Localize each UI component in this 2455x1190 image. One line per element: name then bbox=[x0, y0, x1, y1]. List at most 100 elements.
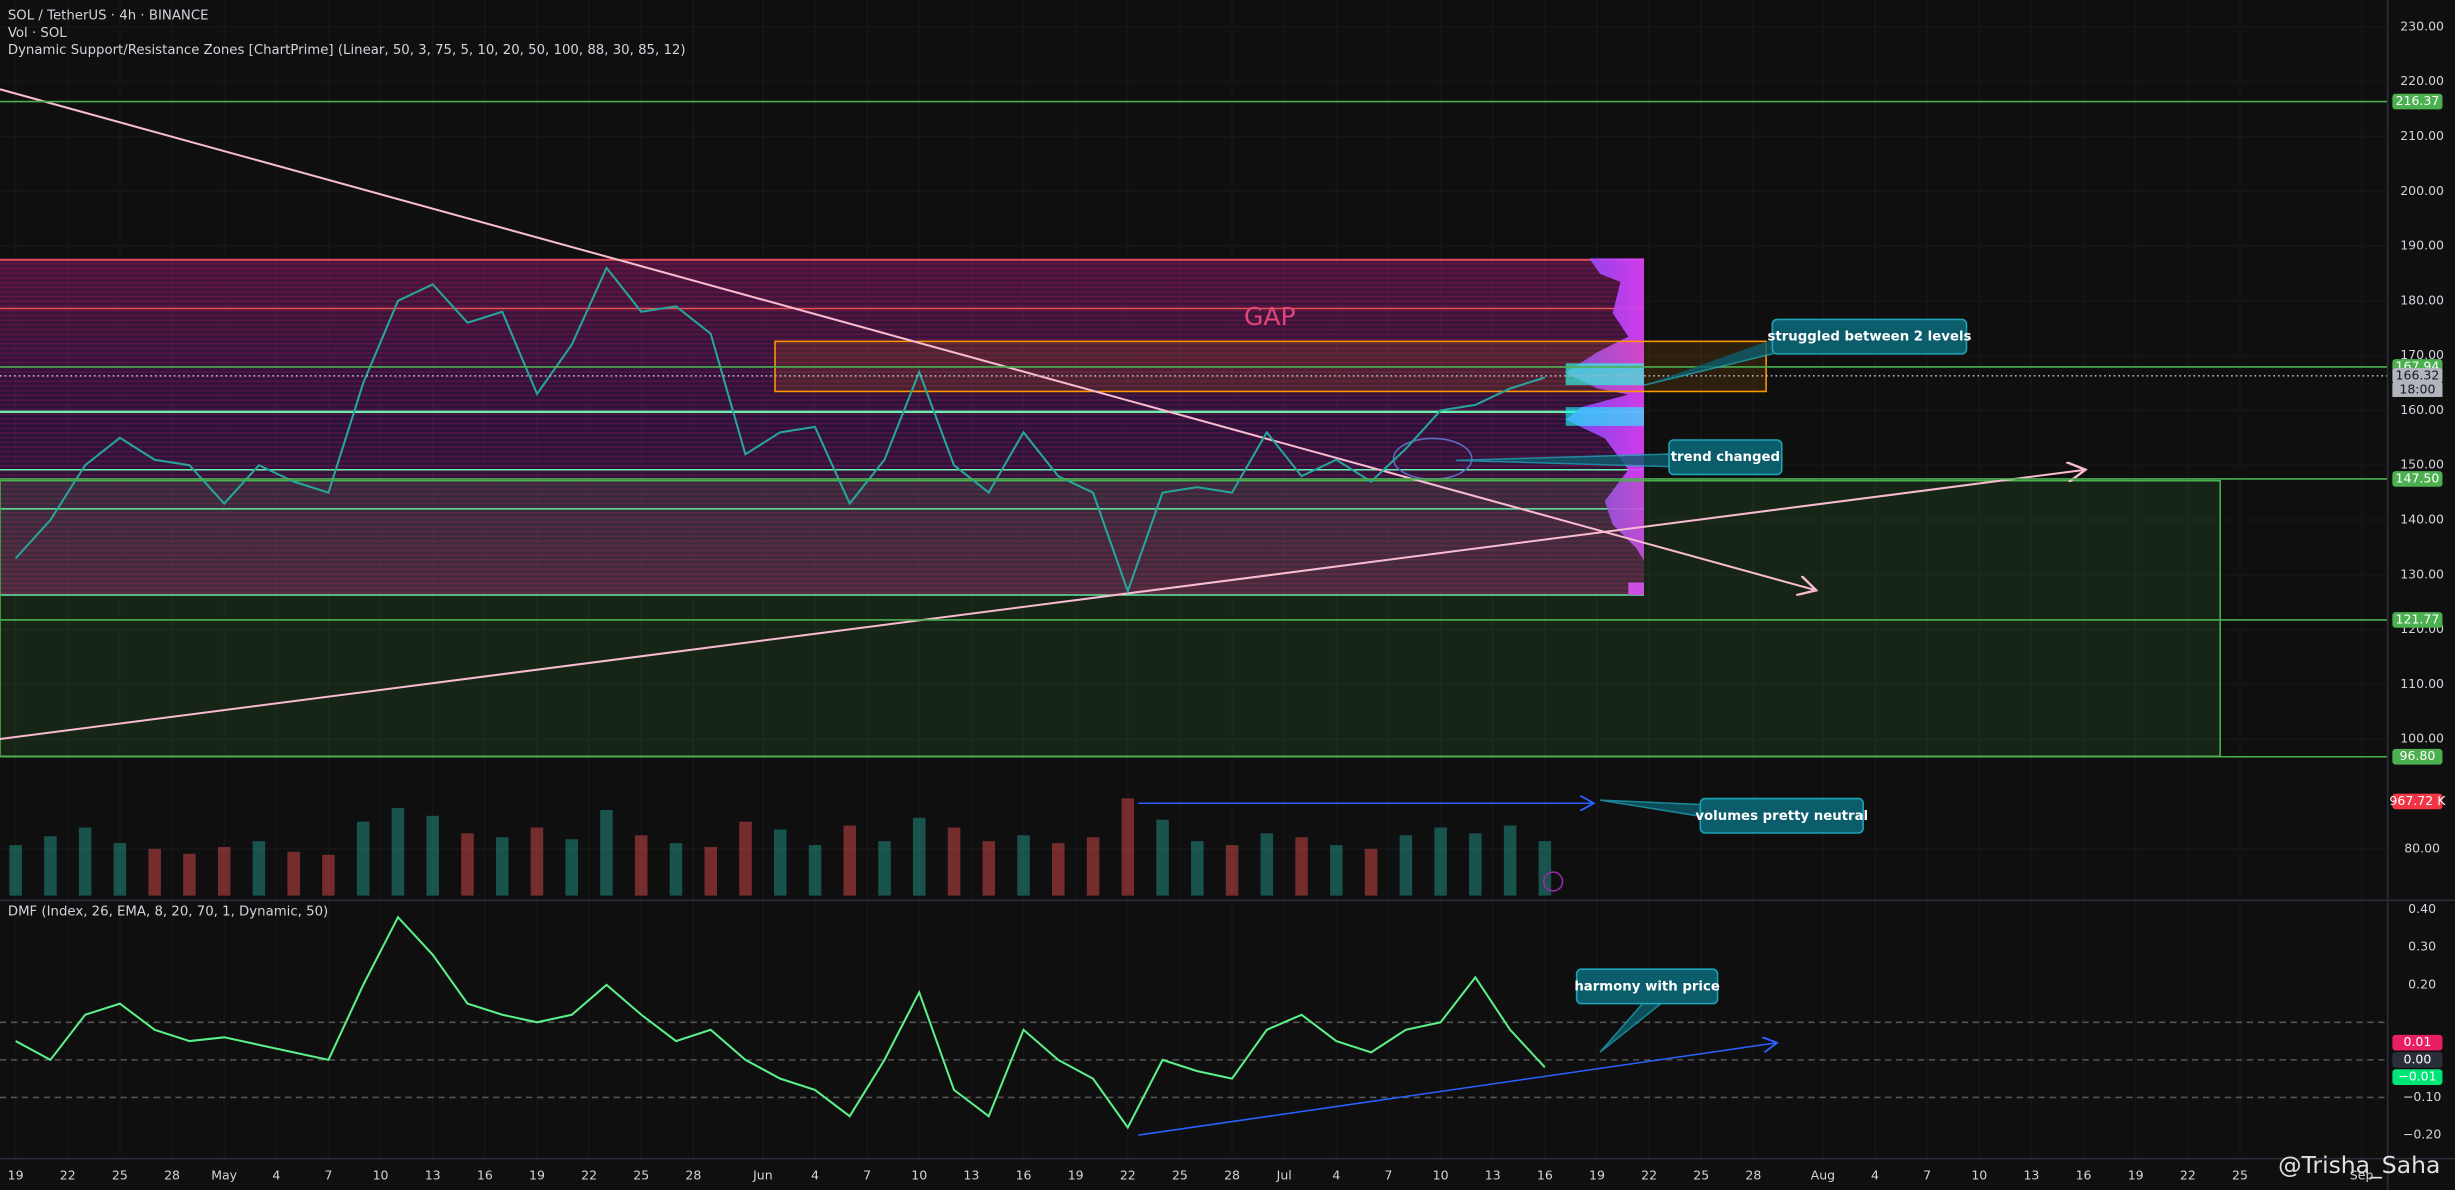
volume-bar bbox=[1330, 845, 1343, 896]
volume-bar bbox=[322, 854, 335, 896]
volume-bar bbox=[1052, 843, 1065, 896]
axis-label-box bbox=[2392, 748, 2443, 765]
volume-bar bbox=[1399, 835, 1413, 896]
x-tick-label: 16 bbox=[2076, 1167, 2092, 1182]
callout: harmony with price bbox=[1574, 968, 1720, 1053]
x-tick-label: May bbox=[211, 1167, 237, 1182]
volume-bar bbox=[739, 821, 752, 896]
x-tick-label: 13 bbox=[2023, 1167, 2039, 1182]
x-tick-label: 10 bbox=[1971, 1167, 1987, 1182]
x-tick-label: Sep bbox=[2350, 1167, 2374, 1182]
trend-line bbox=[1138, 1043, 1777, 1136]
watermark: @Trisha_Saha bbox=[2278, 1151, 2440, 1179]
callout-text: struggled between 2 levels bbox=[1767, 330, 1971, 345]
volume-bar bbox=[44, 836, 57, 896]
x-tick-label: 7 bbox=[863, 1167, 871, 1182]
volume-bar bbox=[982, 841, 996, 896]
x-tick-label: 7 bbox=[324, 1167, 332, 1182]
countdown-box bbox=[2392, 382, 2443, 397]
data-line bbox=[14, 265, 1546, 595]
y-tick-label: 110.00 bbox=[2400, 676, 2444, 691]
y-tick-label: 230.00 bbox=[2400, 18, 2444, 33]
y-tick-label: 180.00 bbox=[2400, 292, 2444, 307]
axis-label-box bbox=[2392, 367, 2443, 384]
volume-bar bbox=[217, 846, 231, 896]
volume-bar bbox=[878, 841, 891, 896]
y-tick-label: 160.00 bbox=[2400, 402, 2444, 417]
demand-box bbox=[0, 479, 2221, 758]
x-tick-label: 22 bbox=[1120, 1167, 1136, 1182]
volume-bar bbox=[1260, 833, 1274, 896]
volume-bar bbox=[1295, 837, 1308, 896]
x-tick-label: 13 bbox=[1485, 1167, 1501, 1182]
volume-bar bbox=[461, 833, 474, 896]
y-tick-label: 170.00 bbox=[2400, 347, 2444, 362]
x-tick-label: 28 bbox=[1224, 1167, 1240, 1182]
axis-label: 96.80 bbox=[2400, 748, 2436, 763]
volume-bar bbox=[1225, 845, 1239, 896]
volume-bar bbox=[600, 809, 613, 896]
x-tick-label: 10 bbox=[1433, 1167, 1449, 1182]
x-tick-label: 19 bbox=[2128, 1167, 2144, 1182]
volume-bar bbox=[947, 827, 961, 896]
x-tick-label: 22 bbox=[60, 1167, 76, 1182]
axis-label: 121.77 bbox=[2396, 611, 2440, 626]
y-tick-label: 220.00 bbox=[2400, 73, 2444, 88]
axis-label-box bbox=[2392, 1034, 2443, 1051]
y-tick-label: 140.00 bbox=[2400, 512, 2444, 527]
trend-line bbox=[0, 470, 2085, 741]
y-tick-label: 80.00 bbox=[2404, 840, 2440, 855]
axis-label-box bbox=[2392, 793, 2443, 810]
x-tick-label: 19 bbox=[1068, 1167, 1084, 1182]
x-tick-label: 4 bbox=[1332, 1167, 1340, 1182]
volume-bar bbox=[530, 827, 544, 896]
axis-label: 0.01 bbox=[2403, 1034, 2431, 1049]
volume-bar bbox=[426, 815, 439, 896]
y-tick-label: 210.00 bbox=[2400, 128, 2444, 143]
volume-bar bbox=[287, 851, 300, 896]
axis-label-box bbox=[2392, 1069, 2443, 1085]
y-tick-label: 200.00 bbox=[2400, 183, 2444, 198]
x-tick-label: 28 bbox=[164, 1167, 180, 1182]
x-tick-label: 22 bbox=[581, 1167, 597, 1182]
x-tick-label: 25 bbox=[1172, 1167, 1188, 1182]
volume-bar bbox=[9, 845, 22, 896]
y-tick-label: 0.40 bbox=[2408, 901, 2436, 916]
x-tick-label: 10 bbox=[911, 1167, 927, 1182]
x-tick-label: 25 bbox=[112, 1167, 128, 1182]
volume-bar bbox=[773, 829, 787, 896]
axis-label: 967.72 K bbox=[2389, 793, 2446, 808]
gap-label: GAP bbox=[1244, 302, 1296, 331]
callout: trend changed bbox=[1456, 439, 1783, 476]
axis-label-box bbox=[2392, 471, 2443, 487]
countdown: 18:00 bbox=[2399, 381, 2435, 396]
replay-icon[interactable] bbox=[1542, 871, 1564, 892]
volume-bar bbox=[391, 808, 405, 896]
volume-bar bbox=[113, 843, 127, 896]
volume-bar bbox=[1121, 798, 1135, 896]
x-tick-label: 7 bbox=[1384, 1167, 1392, 1182]
x-tick-label: 4 bbox=[1871, 1167, 1879, 1182]
axis-label: 0.00 bbox=[2403, 1051, 2431, 1066]
volume-bar bbox=[356, 821, 370, 896]
volume-bar bbox=[1364, 848, 1378, 896]
x-tick-label: 22 bbox=[2180, 1167, 2196, 1182]
volume-bar bbox=[495, 837, 509, 896]
x-tick-label: 19 bbox=[529, 1167, 545, 1182]
volume-bar bbox=[252, 841, 266, 896]
axis-label: 166.32 bbox=[2396, 367, 2440, 382]
volume-bar bbox=[669, 843, 683, 896]
volume-bar bbox=[78, 827, 92, 896]
axis-label-box bbox=[2392, 612, 2443, 628]
y-tick-label: 190.00 bbox=[2400, 238, 2444, 253]
volume-bar bbox=[1086, 837, 1100, 896]
y-tick-label: 0.20 bbox=[2408, 976, 2436, 991]
volume-bar bbox=[843, 825, 857, 896]
axis-label: 147.50 bbox=[2396, 470, 2440, 485]
volume-bar bbox=[1156, 819, 1169, 896]
volume-bar bbox=[808, 845, 822, 896]
volume-bar bbox=[183, 853, 196, 896]
y-tick-label: 130.00 bbox=[2400, 566, 2444, 581]
x-tick-label: 25 bbox=[1693, 1167, 1709, 1182]
